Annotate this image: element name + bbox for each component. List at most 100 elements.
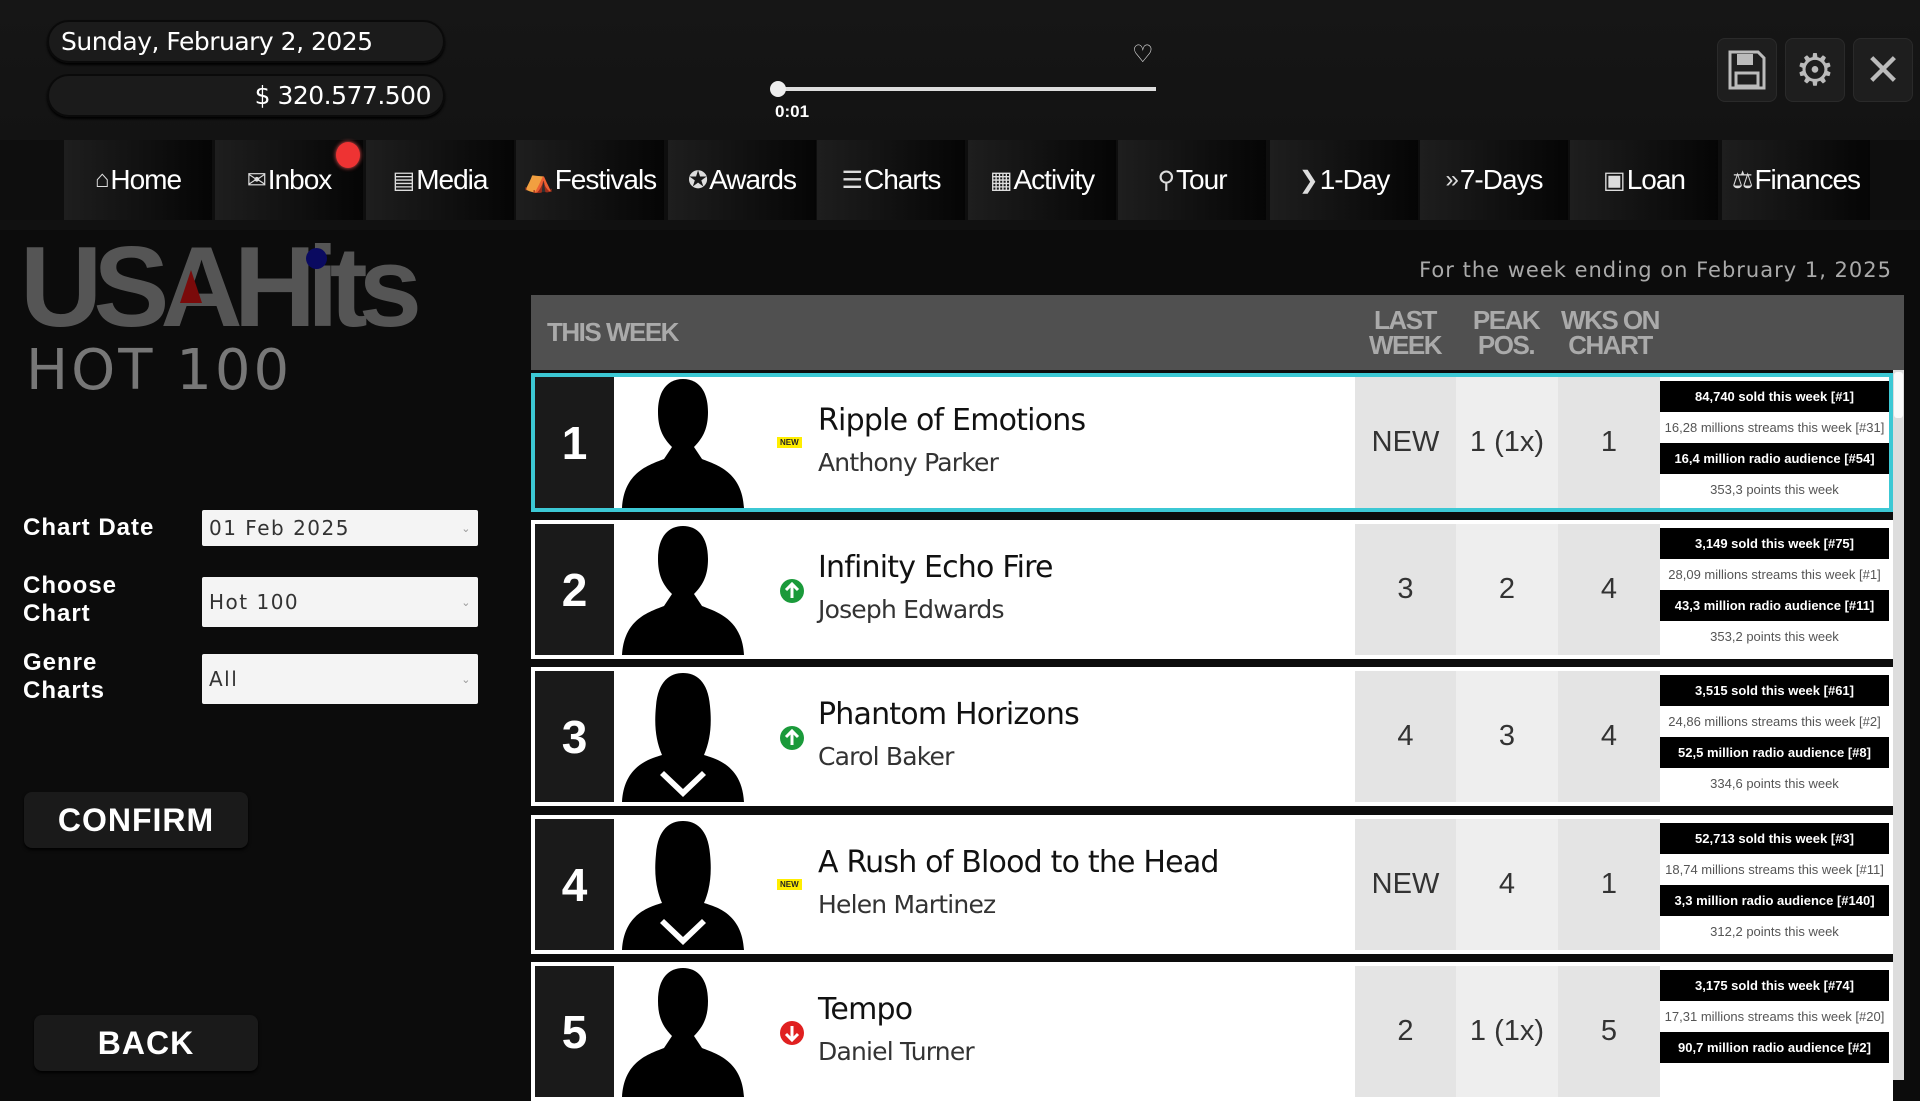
chevron-down-icon: ⌄ xyxy=(461,521,472,535)
genre-select[interactable]: All ⌄ xyxy=(202,654,478,704)
rank: 3 xyxy=(535,671,614,802)
scrollbar-thumb[interactable] xyxy=(1894,372,1903,418)
floppy-disk-icon xyxy=(1728,50,1766,90)
nav-charts[interactable]: ☰ Charts xyxy=(817,140,965,220)
col-last-week: LAST WEEK xyxy=(1369,305,1443,360)
weeks-on-chart: 1 xyxy=(1558,819,1660,950)
chart-date-value: 01 Feb 2025 xyxy=(209,516,350,540)
artist-name[interactable]: Daniel Turner xyxy=(818,1037,975,1066)
stat-radio: 16,4 million radio audience [#54] xyxy=(1660,443,1889,474)
nav-loan[interactable]: ▣ Loan xyxy=(1570,140,1718,220)
chevron-down-icon: ⌄ xyxy=(461,595,472,609)
stat-points: 312,2 points this week xyxy=(1660,916,1889,947)
peak-position: 4 xyxy=(1456,819,1558,950)
nav-media[interactable]: ▤ Media xyxy=(366,140,514,220)
scrollbar[interactable] xyxy=(1893,370,1904,1080)
arrow-down-icon xyxy=(780,1021,804,1045)
artist-name[interactable]: Joseph Edwards xyxy=(818,595,1005,624)
playback-slider[interactable] xyxy=(772,87,1156,91)
song-title[interactable]: Phantom Horizons xyxy=(818,697,1080,732)
last-week: 3 xyxy=(1355,524,1456,655)
last-week: NEW xyxy=(1355,377,1456,508)
stat-radio: 52,5 million radio audience [#8] xyxy=(1660,737,1889,768)
col-this-week: THIS WEEK xyxy=(547,317,679,347)
heart-icon[interactable]: ♡ xyxy=(1132,41,1154,68)
logo-triangle xyxy=(180,270,202,303)
stats-box: 52,713 sold this week [#3] 18,74 millions… xyxy=(1660,823,1889,947)
confirm-button[interactable]: CONFIRM xyxy=(24,792,248,848)
stat-sold: 52,713 sold this week [#3] xyxy=(1660,823,1889,854)
nav-activity[interactable]: ▦ Activity xyxy=(968,140,1116,220)
nav-label: Inbox xyxy=(267,164,332,195)
rank: 5 xyxy=(535,966,614,1097)
nav-7-days[interactable]: » 7-Days xyxy=(1420,140,1568,220)
genre-charts-label: Genre Charts xyxy=(23,649,106,704)
nav-label: Media xyxy=(416,164,488,195)
logo-dot xyxy=(306,248,327,269)
gear-icon: ⚙ xyxy=(1795,45,1835,95)
chart-value: Hot 100 xyxy=(209,590,300,614)
game-date: Sunday, February 2, 2025 xyxy=(47,20,445,63)
col-peak: PEAK POS. xyxy=(1472,305,1541,360)
stats-box: 84,740 sold this week [#1] 16,28 millions… xyxy=(1660,381,1889,505)
nav-home[interactable]: ⌂ Home xyxy=(64,140,212,220)
settings-button[interactable]: ⚙ xyxy=(1785,38,1845,102)
nav-finances[interactable]: ⚖ Finances xyxy=(1722,140,1870,220)
nav-festivals[interactable]: ⛺ Festivals xyxy=(516,140,664,220)
stat-sold: 3,515 sold this week [#61] xyxy=(1660,675,1889,706)
logo-subtitle: HOT 100 xyxy=(26,338,293,403)
chart-row[interactable]: 3 Phantom Horizons Carol Baker 4 3 4 3,5… xyxy=(531,667,1893,806)
nav-tour[interactable]: ⚲ Tour xyxy=(1118,140,1266,220)
slider-handle[interactable] xyxy=(770,81,786,97)
1-day-icon: ❯ xyxy=(1298,166,1319,194)
peak-position: 2 xyxy=(1456,524,1558,655)
artist-name[interactable]: Carol Baker xyxy=(818,742,954,771)
nav-label: Activity xyxy=(1013,164,1096,195)
nav-awards[interactable]: ✪ Awards xyxy=(668,140,816,220)
chart-date-select[interactable]: 01 Feb 2025 ⌄ xyxy=(202,510,478,546)
nav-label: Finances xyxy=(1754,164,1861,195)
close-icon: ✕ xyxy=(1864,45,1902,95)
main-nav: ⌂ Home ✉ Inbox ▤ Media ⛺ Festivals ✪ Awards ☰ Chart… xyxy=(0,140,1920,220)
song-title[interactable]: Infinity Echo Fire xyxy=(818,550,1053,585)
week-ending-label: For the week ending on February 1, 2025 xyxy=(1419,258,1892,282)
weeks-on-chart: 4 xyxy=(1558,524,1660,655)
col-weeks: WKS ON CHART xyxy=(1561,305,1660,360)
back-button[interactable]: BACK xyxy=(34,1015,258,1071)
nav-label: 1-Day xyxy=(1319,164,1391,195)
stat-streams: 17,31 millions streams this week [#20] xyxy=(1660,1001,1889,1032)
song-title[interactable]: A Rush of Blood to the Head xyxy=(818,845,1219,880)
money-balance: $ 320.577.500 xyxy=(47,74,445,117)
song-title[interactable]: Ripple of Emotions xyxy=(818,403,1086,438)
activity-icon: ▦ xyxy=(989,166,1013,194)
artist-avatar xyxy=(614,966,752,1097)
song-title[interactable]: Tempo xyxy=(818,992,913,1027)
chart-date-label: Chart Date xyxy=(23,514,155,541)
save-button[interactable] xyxy=(1717,38,1777,102)
artist-name[interactable]: Helen Martinez xyxy=(818,890,996,919)
stat-sold: 3,175 sold this week [#74] xyxy=(1660,970,1889,1001)
rank: 4 xyxy=(535,819,614,950)
stat-points: 334,6 points this week xyxy=(1660,768,1889,799)
stat-streams: 28,09 millions streams this week [#1] xyxy=(1660,559,1889,590)
chart-row[interactable]: 2 Infinity Echo Fire Joseph Edwards 3 2 … xyxy=(531,520,1893,659)
new-badge: NEW xyxy=(777,437,802,448)
loan-icon: ▣ xyxy=(1603,166,1626,194)
nav-label: Awards xyxy=(709,164,797,195)
chart-row[interactable]: 5 Tempo Daniel Turner 2 1 (1x) 5 3,175 s… xyxy=(531,962,1893,1101)
festivals-icon: ⛺ xyxy=(523,166,554,194)
chart-row[interactable]: 1 NEW Ripple of Emotions Anthony Parker … xyxy=(531,373,1893,512)
tour-icon: ⚲ xyxy=(1157,166,1175,194)
nav-1-day[interactable]: ❯ 1-Day xyxy=(1270,140,1418,220)
artist-name[interactable]: Anthony Parker xyxy=(818,448,999,477)
playback-time: 0:01 xyxy=(775,102,810,121)
artist-avatar xyxy=(614,671,752,802)
rank: 1 xyxy=(535,377,614,508)
chart-row[interactable]: 4 NEW A Rush of Blood to the Head Helen … xyxy=(531,815,1893,954)
stat-streams: 16,28 millions streams this week [#31] xyxy=(1660,412,1889,443)
close-button[interactable]: ✕ xyxy=(1853,38,1913,102)
nav-label: Tour xyxy=(1176,164,1227,195)
chart-select[interactable]: Hot 100 ⌄ xyxy=(202,577,478,627)
nav-label: 7-Days xyxy=(1459,164,1544,195)
media-icon: ▤ xyxy=(392,166,416,194)
